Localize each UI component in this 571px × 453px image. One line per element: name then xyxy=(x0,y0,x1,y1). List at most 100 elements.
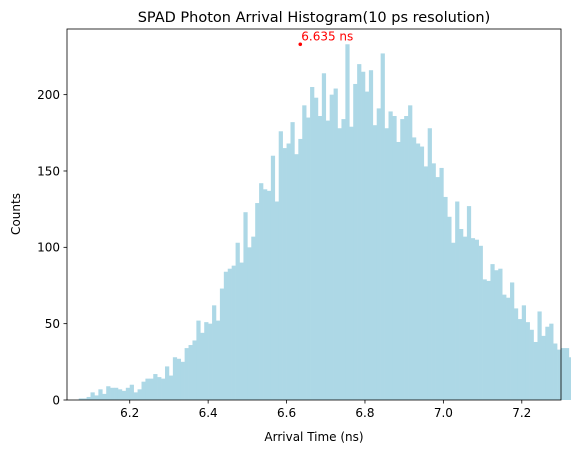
histogram-bar xyxy=(431,163,436,400)
histogram-bar xyxy=(196,320,201,400)
histogram-bar xyxy=(259,183,264,400)
plot-frame xyxy=(66,28,562,401)
histogram-bar xyxy=(392,116,397,401)
histogram-bar xyxy=(302,105,307,400)
histogram-bar xyxy=(298,138,303,400)
histogram-bar xyxy=(419,146,425,400)
y-tick-label: 0 xyxy=(52,393,60,407)
histogram-bar xyxy=(121,390,127,400)
histogram-bar xyxy=(180,361,185,400)
y-tick-label: 200 xyxy=(37,88,60,102)
histogram-bar xyxy=(227,268,232,400)
histogram-bar xyxy=(90,392,95,400)
histogram-bar xyxy=(219,288,225,400)
histogram-bar xyxy=(412,137,417,400)
histogram-bar xyxy=(314,97,319,400)
histogram-bar xyxy=(557,349,562,400)
histogram-bar xyxy=(114,387,119,400)
histogram-bar xyxy=(459,229,464,400)
histogram-bar xyxy=(482,279,487,400)
histogram-bar xyxy=(282,148,287,400)
histogram-bar xyxy=(478,245,483,400)
histogram-bar xyxy=(243,212,248,400)
histogram-bar xyxy=(110,387,115,400)
histogram-bar xyxy=(106,386,111,400)
histogram-bar xyxy=(396,141,401,401)
histogram-bar xyxy=(521,305,527,400)
histogram-bar xyxy=(337,128,342,401)
histogram-bar xyxy=(443,196,448,400)
histogram-bar xyxy=(333,88,338,400)
x-tick-label: 6.6 xyxy=(277,406,296,420)
histogram-bar xyxy=(494,270,499,400)
histogram-bar xyxy=(274,201,280,400)
histogram-bar xyxy=(157,377,162,400)
y-tick-label: 100 xyxy=(37,241,60,255)
peak-marker: 6.635 ns xyxy=(298,29,353,47)
histogram-bar xyxy=(310,87,315,401)
histogram-bar xyxy=(568,357,571,400)
x-tick-label: 7.0 xyxy=(434,406,453,420)
histogram-bar xyxy=(290,122,295,400)
histogram-bar xyxy=(474,239,479,400)
histogram-bar xyxy=(215,320,221,400)
histogram-bar xyxy=(231,265,236,400)
histogram-bar xyxy=(153,374,158,400)
peak-point xyxy=(298,42,303,47)
histogram-bar xyxy=(239,262,244,400)
histogram-bar xyxy=(321,73,327,400)
histogram-bar xyxy=(498,268,503,400)
histogram-bar xyxy=(168,375,174,400)
histogram-bar xyxy=(235,242,240,400)
histogram-bar xyxy=(286,143,291,400)
histogram-bar xyxy=(329,94,334,401)
histogram-bar xyxy=(435,177,440,400)
histogram-bar xyxy=(251,236,256,400)
histogram-bar xyxy=(439,167,444,400)
histogram-bar xyxy=(345,44,350,401)
histogram-bar xyxy=(517,319,523,400)
histogram-bar xyxy=(78,398,83,400)
histogram-bar xyxy=(263,189,268,400)
histogram-bar xyxy=(82,398,87,400)
histogram-bar xyxy=(408,105,413,400)
histogram-bar xyxy=(161,378,166,400)
x-tick-label: 6.8 xyxy=(355,406,374,420)
y-axis-label: Counts xyxy=(9,193,23,235)
histogram-bar xyxy=(184,348,189,400)
histogram-bar xyxy=(145,378,150,400)
histogram-bar xyxy=(564,348,570,400)
x-tick-label: 6.4 xyxy=(199,406,218,420)
x-axis: 6.2 6.4 6.6 6.8 7.0 7.2 xyxy=(120,400,531,420)
histogram-bar xyxy=(529,329,534,400)
histogram-bar xyxy=(400,119,405,400)
histogram-bar xyxy=(86,396,91,400)
histogram-bar xyxy=(172,357,178,400)
histogram-bar xyxy=(223,271,229,400)
y-tick-label: 150 xyxy=(37,164,60,178)
histogram-bar xyxy=(510,282,515,400)
histogram-bar xyxy=(137,389,142,400)
chart-title: SPAD Photon Arrival Histogram(10 ps reso… xyxy=(138,10,491,26)
histogram-bar xyxy=(117,389,123,400)
peak-label: 6.635 ns xyxy=(301,29,353,43)
y-axis: 0 50 100 150 200 xyxy=(37,88,67,407)
histogram-bar xyxy=(368,70,374,400)
histogram-bar xyxy=(141,381,146,400)
histogram-bar xyxy=(188,345,193,400)
histogram-bar xyxy=(502,294,507,400)
histogram-bar xyxy=(176,358,181,400)
histogram-bar xyxy=(525,322,530,400)
histogram-bar xyxy=(549,323,554,400)
histogram-bar xyxy=(533,341,538,400)
histogram-bar xyxy=(133,392,138,400)
histogram-bar xyxy=(306,117,311,401)
histogram-bar xyxy=(361,71,366,400)
histogram-bar xyxy=(384,128,389,401)
histogram-bar xyxy=(266,190,272,400)
histogram-bar xyxy=(561,348,566,400)
histogram-bar xyxy=(204,322,209,400)
histogram-bar xyxy=(102,393,107,400)
histogram-bar xyxy=(325,120,330,400)
